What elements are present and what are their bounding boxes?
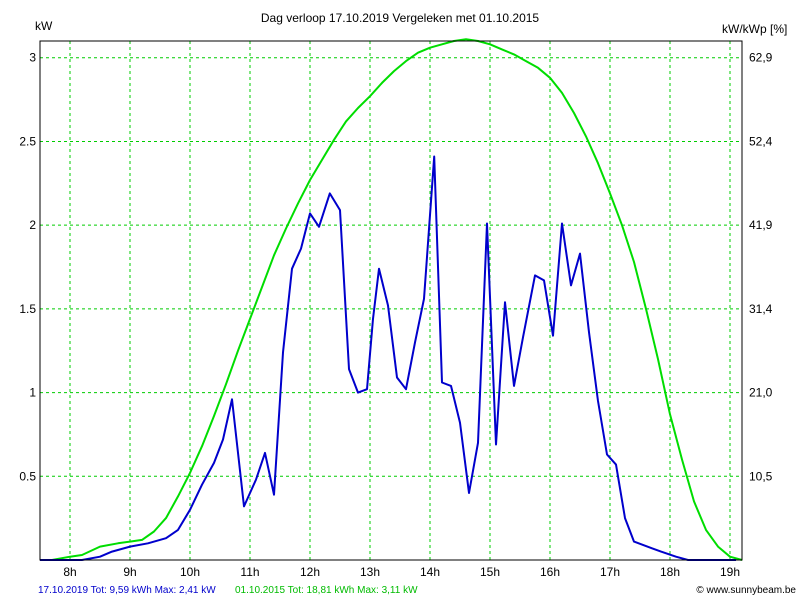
x-tick-label: 8h bbox=[63, 565, 76, 579]
y-tick-label-right: 21,0 bbox=[749, 386, 773, 400]
y-tick-label-left: 3 bbox=[29, 51, 36, 65]
x-tick-label: 15h bbox=[480, 565, 500, 579]
chart-title: Dag verloop 17.10.2019 Vergeleken met 01… bbox=[261, 11, 540, 25]
plot-frame bbox=[39, 40, 743, 561]
x-tick-label: 13h bbox=[360, 565, 380, 579]
footer-copyright: © www.sunnybeam.be bbox=[696, 585, 796, 596]
y-tick-label-right: 41,9 bbox=[749, 218, 773, 232]
y-tick-label-left: 2 bbox=[29, 218, 36, 232]
y-axis-left-label: kW bbox=[35, 19, 53, 33]
axis-ticks: 8h 9h 10h 11h 12h 13h 14h 15h 16h 17h 18h 19h 0.5 10,… bbox=[19, 51, 772, 579]
y-tick-label-right: 62,9 bbox=[749, 51, 773, 65]
footer-stats-today: 17.10.2019 Tot: 9,59 kWh Max: 2,41 kW bbox=[38, 585, 216, 596]
x-tick-label: 19h bbox=[720, 565, 740, 579]
x-tick-label: 9h bbox=[123, 565, 136, 579]
y-tick-label-right: 31,4 bbox=[749, 302, 773, 316]
series-line-17-10-2019 bbox=[40, 155, 736, 561]
x-tick-label: 11h bbox=[240, 565, 259, 579]
y-tick-label-left: 2.5 bbox=[19, 134, 36, 148]
y-axis-right-label: kW/kWp [%] bbox=[722, 22, 787, 36]
series-lines bbox=[40, 38, 743, 561]
y-tick-label-right: 52,4 bbox=[749, 134, 773, 148]
x-tick-label: 17h bbox=[600, 565, 620, 579]
grid bbox=[40, 41, 742, 560]
y-tick-label-left: 0.5 bbox=[19, 469, 36, 483]
y-tick-label-left: 1.5 bbox=[19, 302, 36, 316]
y-tick-label-left: 1 bbox=[29, 386, 36, 400]
footer-stats-compare: 01.10.2015 Tot: 18,81 kWh Max: 3,11 kW bbox=[235, 585, 418, 596]
x-tick-label: 10h bbox=[180, 565, 200, 579]
y-tick-label-right: 10,5 bbox=[749, 469, 773, 483]
x-tick-label: 14h bbox=[420, 565, 440, 579]
x-tick-label: 18h bbox=[660, 565, 680, 579]
series-line-01-10-2015 bbox=[40, 38, 743, 561]
x-tick-label: 16h bbox=[540, 565, 560, 579]
x-tick-label: 12h bbox=[300, 565, 320, 579]
